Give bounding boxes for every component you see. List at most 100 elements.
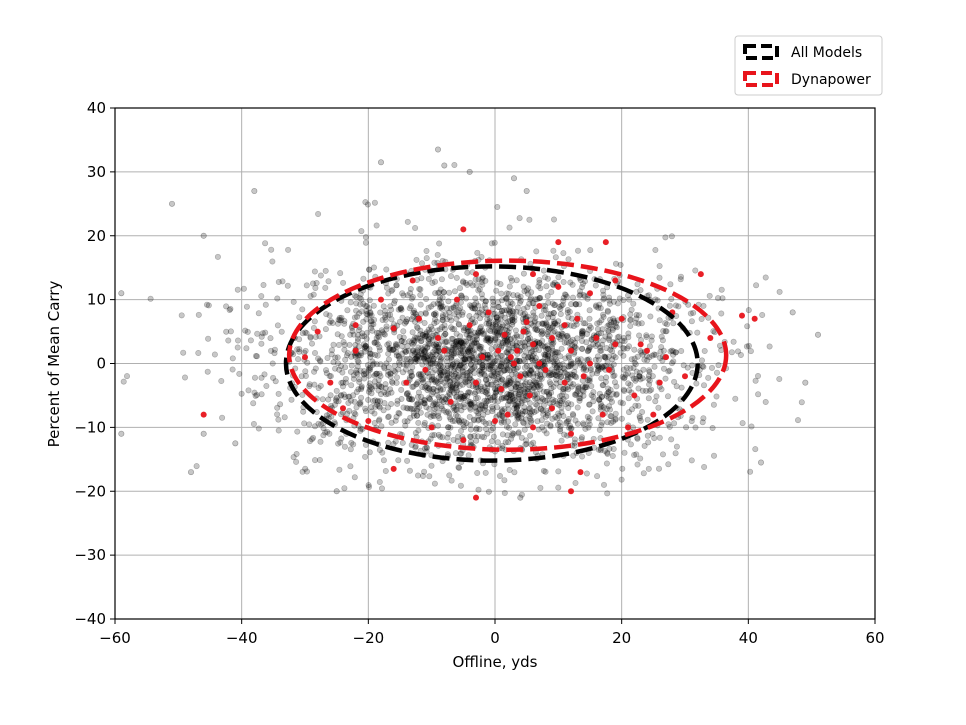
all-models-point	[510, 292, 517, 299]
all-models-point	[579, 387, 586, 394]
all-models-point	[414, 356, 421, 363]
all-models-point	[532, 296, 539, 303]
all-models-point	[456, 464, 463, 471]
all-models-point	[403, 348, 410, 355]
all-models-point	[667, 281, 674, 288]
all-models-point	[254, 330, 261, 337]
dynapower-point	[650, 411, 657, 418]
all-models-point	[489, 295, 496, 302]
all-models-point	[762, 274, 769, 281]
all-models-point	[541, 343, 548, 350]
all-models-point	[363, 335, 370, 342]
all-models-point	[489, 305, 496, 312]
all-models-point	[504, 432, 511, 439]
all-models-point	[563, 293, 570, 300]
all-models-point	[262, 240, 269, 247]
all-models-point	[456, 285, 463, 292]
all-models-point	[124, 373, 131, 380]
all-models-point	[412, 311, 419, 318]
all-models-point	[472, 295, 479, 302]
all-models-point	[598, 375, 605, 382]
all-models-point	[430, 301, 437, 308]
all-models-point	[586, 401, 593, 408]
all-models-point	[540, 307, 547, 314]
all-models-point	[178, 312, 185, 319]
all-models-point	[315, 384, 322, 391]
all-models-point	[634, 281, 641, 288]
all-models-point	[484, 351, 491, 358]
all-models-point	[475, 412, 482, 419]
all-models-point	[429, 369, 436, 376]
all-models-point	[329, 319, 336, 326]
all-models-point	[470, 350, 477, 357]
all-models-point	[569, 411, 576, 418]
all-models-point	[542, 468, 549, 475]
all-models-point	[670, 348, 677, 355]
all-models-point	[477, 329, 484, 336]
all-models-point	[519, 395, 526, 402]
all-models-point	[429, 351, 436, 358]
all-models-point	[482, 400, 489, 407]
all-models-point	[618, 415, 625, 422]
all-models-point	[462, 352, 469, 359]
all-models-point	[576, 359, 583, 366]
all-models-point	[428, 326, 435, 333]
all-models-point	[482, 469, 489, 476]
all-models-point	[646, 368, 653, 375]
x-tick-label: 60	[865, 629, 884, 647]
all-models-point	[531, 318, 538, 325]
all-models-point	[554, 321, 561, 328]
all-models-point	[275, 390, 282, 397]
all-models-point	[598, 393, 605, 400]
all-models-point	[473, 282, 480, 289]
all-models-point	[533, 379, 540, 386]
dynapower-point	[555, 239, 562, 246]
all-models-point	[413, 334, 420, 341]
all-models-point	[235, 337, 242, 344]
all-models-point	[498, 395, 505, 402]
all-models-point	[457, 482, 464, 489]
all-models-point	[459, 294, 466, 301]
all-models-point	[223, 303, 230, 310]
all-models-point	[400, 328, 407, 335]
all-models-point	[436, 240, 443, 247]
all-models-point	[351, 474, 358, 481]
all-models-point	[364, 362, 371, 369]
all-models-point	[544, 292, 551, 299]
all-models-point	[452, 363, 459, 370]
all-models-point	[299, 330, 306, 337]
all-models-point	[391, 362, 398, 369]
dynapower-point	[593, 334, 600, 341]
all-models-point	[369, 361, 376, 368]
all-models-point	[373, 370, 380, 377]
all-models-point	[611, 379, 618, 386]
all-models-point	[341, 485, 348, 492]
all-models-point	[503, 423, 510, 430]
all-models-point	[747, 468, 754, 475]
all-models-point	[330, 341, 337, 348]
all-models-point	[227, 305, 234, 312]
all-models-point	[296, 314, 303, 321]
all-models-point	[421, 445, 428, 452]
all-models-point	[499, 307, 506, 314]
all-models-point	[586, 307, 593, 314]
x-axis-label: Offline, yds	[453, 653, 538, 671]
all-models-point	[556, 402, 563, 409]
all-models-point	[491, 385, 498, 392]
all-models-point	[527, 295, 534, 302]
all-models-point	[580, 366, 587, 373]
all-models-point	[484, 316, 491, 323]
all-models-point	[461, 356, 468, 363]
all-models-point	[522, 358, 529, 365]
all-models-point	[719, 295, 726, 302]
all-models-point	[544, 412, 551, 419]
all-models-point	[607, 316, 614, 323]
all-models-point	[417, 373, 424, 380]
all-models-point	[309, 280, 316, 287]
all-models-point	[302, 368, 309, 375]
all-models-point	[486, 318, 493, 325]
all-models-point	[378, 485, 385, 492]
all-models-point	[504, 337, 511, 344]
all-models-point	[514, 364, 521, 371]
all-models-point	[610, 315, 617, 322]
